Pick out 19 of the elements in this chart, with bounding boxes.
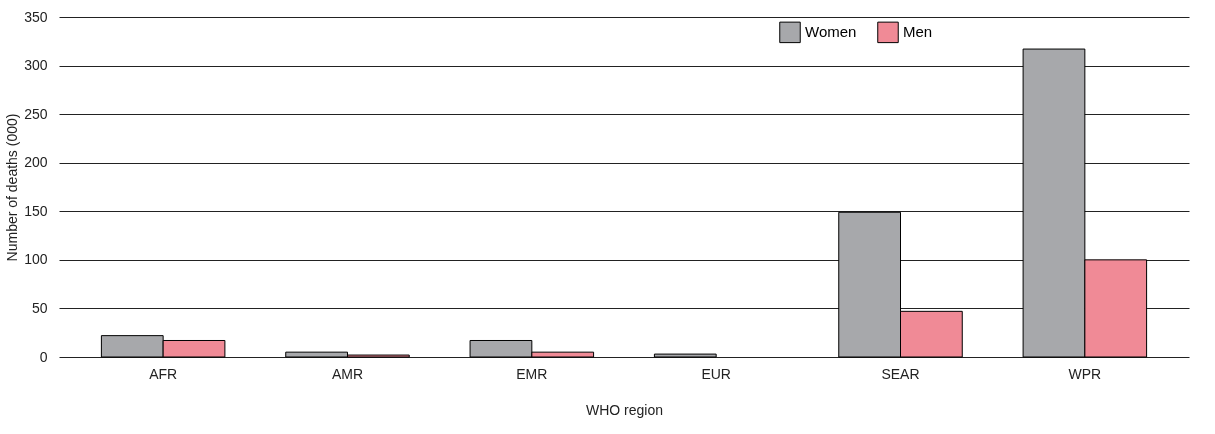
x-tick-label: EUR	[701, 365, 731, 382]
x-tick-label: SEAR	[881, 365, 920, 382]
legend-label: Men	[903, 23, 933, 41]
bar	[653, 353, 717, 358]
y-tick-label: 100	[24, 251, 48, 268]
x-tick-label: AMR	[331, 365, 364, 382]
y-tick-label: 0	[39, 348, 48, 365]
y-axis-title: Number of deaths (000)	[4, 113, 21, 262]
x-tick-label: AFR	[149, 365, 178, 382]
y-tick-label: 200	[24, 154, 48, 171]
y-tick-label: 350	[24, 8, 48, 25]
x-tick-label: WPR	[1068, 365, 1102, 382]
y-tick-label: 50	[31, 299, 48, 316]
y-tick-label: 150	[24, 202, 48, 219]
x-tick-label: EMR	[516, 365, 548, 382]
legend-label: Women	[805, 23, 857, 41]
x-axis-title: WHO region	[585, 401, 664, 418]
y-tick-label: 250	[24, 105, 48, 122]
y-tick-label: 300	[24, 57, 48, 74]
